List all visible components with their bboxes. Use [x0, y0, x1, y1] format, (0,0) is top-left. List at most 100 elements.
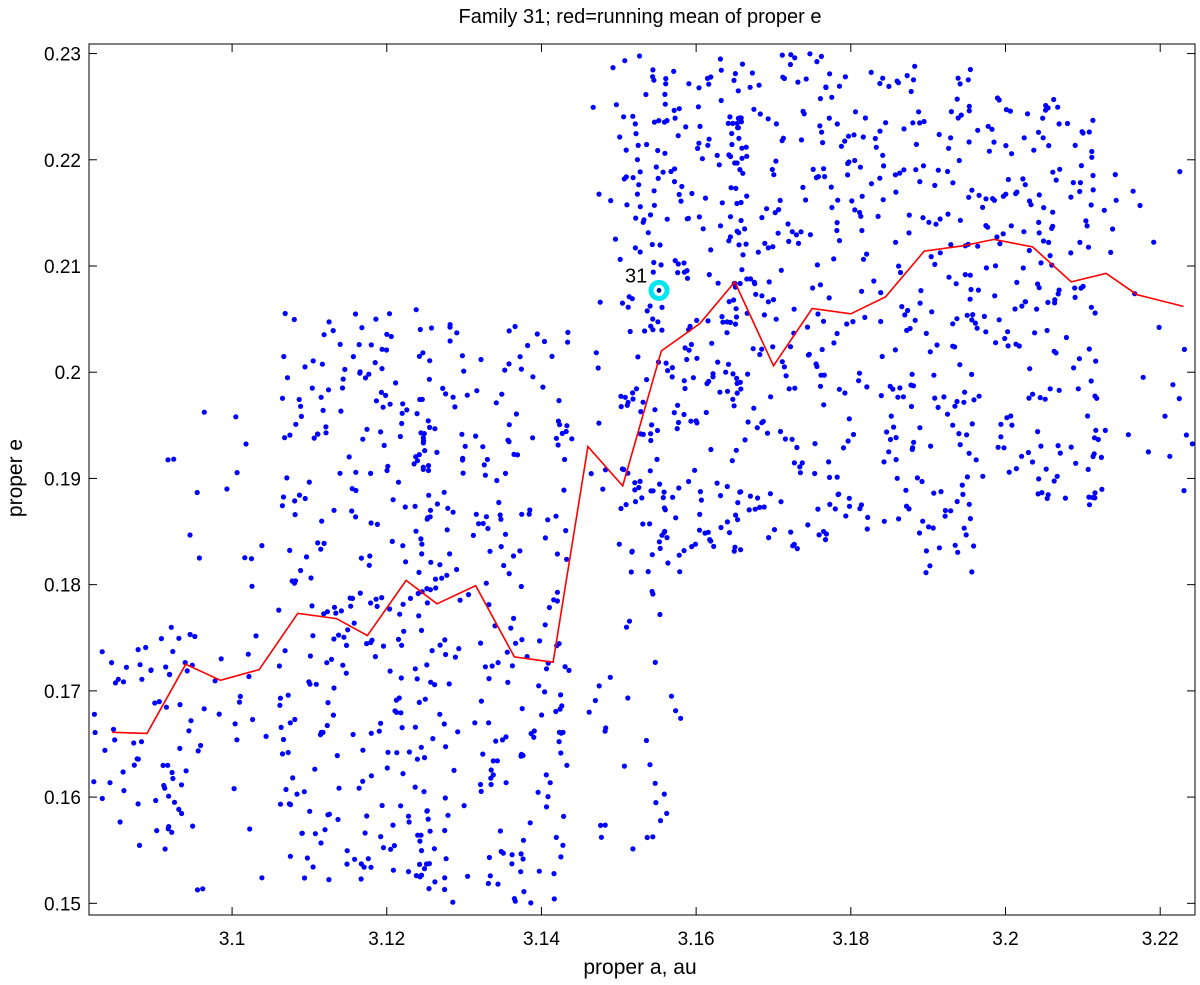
- scatter-point: [512, 323, 518, 330]
- scatter-point: [384, 467, 390, 474]
- scatter-points: [91, 51, 1195, 906]
- scatter-point: [319, 361, 325, 367]
- scatter-point: [682, 345, 688, 351]
- scatter-point: [1029, 459, 1036, 465]
- scatter-point: [287, 853, 293, 859]
- scatter-point: [754, 425, 760, 431]
- scatter-point: [745, 371, 751, 377]
- scatter-point: [1102, 427, 1108, 433]
- highlight-point: [656, 288, 662, 293]
- scatter-point: [536, 868, 542, 874]
- scatter-point: [937, 250, 943, 256]
- scatter-point: [465, 873, 471, 879]
- scatter-point: [919, 478, 925, 485]
- scatter-point: [697, 489, 704, 495]
- scatter-point: [325, 700, 331, 706]
- scatter-point: [933, 221, 939, 227]
- scatter-point: [99, 649, 105, 655]
- scatter-point: [1170, 382, 1176, 388]
- scatter-point: [966, 194, 972, 200]
- scatter-point: [963, 532, 969, 538]
- scatter-point: [780, 135, 787, 141]
- scatter-point: [989, 126, 995, 132]
- scatter-point: [201, 706, 207, 712]
- scatter-point: [675, 419, 682, 426]
- scatter-point: [497, 512, 503, 518]
- scatter-point: [163, 704, 169, 710]
- scatter-point: [964, 312, 970, 318]
- scatter-point: [893, 457, 899, 463]
- scatter-point: [259, 543, 265, 549]
- scatter-point: [663, 360, 669, 366]
- scatter-point: [871, 278, 877, 284]
- scatter-point: [651, 202, 658, 208]
- scatter-point: [980, 473, 986, 479]
- scatter-point: [932, 261, 938, 267]
- scatter-point: [1084, 223, 1090, 229]
- scatter-point: [1002, 335, 1008, 342]
- scatter-point: [956, 431, 962, 437]
- scatter-point: [292, 511, 298, 518]
- scatter-point: [746, 507, 752, 513]
- scatter-point: [401, 628, 407, 634]
- scatter-point: [948, 135, 954, 141]
- scatter-point: [1183, 432, 1189, 438]
- scatter-point: [326, 811, 332, 817]
- scatter-point: [412, 503, 418, 509]
- scatter-point: [616, 541, 622, 547]
- scatter-point: [1050, 169, 1056, 175]
- scatter-point: [778, 499, 784, 505]
- scatter-point: [813, 175, 820, 181]
- scatter-point: [417, 874, 423, 880]
- scatter-point: [569, 436, 575, 442]
- scatter-point: [480, 751, 486, 757]
- scatter-point: [966, 139, 972, 145]
- scatter-point: [399, 420, 405, 427]
- scatter-point: [1076, 356, 1082, 362]
- scatter-point: [726, 299, 732, 305]
- scatter-point: [818, 372, 824, 378]
- scatter-point: [424, 808, 430, 814]
- scatter-point: [931, 490, 937, 496]
- scatter-point: [405, 813, 412, 819]
- scatter-point: [1057, 450, 1063, 456]
- scatter-point: [960, 491, 966, 497]
- scatter-point: [672, 258, 678, 264]
- scatter-point: [725, 361, 732, 367]
- scatter-point: [565, 329, 571, 335]
- scatter-point: [653, 164, 659, 170]
- scatter-point: [196, 555, 202, 561]
- scatter-point: [1032, 330, 1038, 336]
- scatter-point: [547, 780, 553, 786]
- scatter-point: [427, 828, 433, 834]
- scatter-point: [969, 569, 975, 575]
- scatter-point: [974, 325, 980, 331]
- scatter-point: [673, 708, 679, 714]
- scatter-point: [170, 648, 176, 655]
- scatter-point: [1112, 172, 1118, 178]
- scatter-point: [542, 535, 549, 541]
- scatter-point: [887, 436, 894, 443]
- scatter-point: [420, 435, 426, 441]
- scatter-point: [887, 383, 893, 389]
- scatter-point: [539, 712, 545, 718]
- scatter-point: [705, 142, 711, 148]
- scatter-point: [198, 742, 204, 749]
- scatter-point: [814, 363, 820, 370]
- scatter-point: [184, 668, 190, 674]
- scatter-point: [509, 663, 515, 669]
- scatter-point: [998, 421, 1004, 427]
- scatter-point: [647, 468, 653, 474]
- scatter-point: [482, 472, 488, 478]
- scatter-point: [530, 435, 536, 441]
- scatter-point: [312, 831, 318, 837]
- scatter-point: [652, 407, 658, 413]
- scatter-point: [564, 423, 570, 429]
- scatter-point: [706, 81, 712, 87]
- scatter-point: [645, 230, 651, 236]
- scatter-point: [407, 595, 414, 602]
- scatter-point: [995, 444, 1001, 450]
- scatter-point: [954, 398, 960, 405]
- scatter-point: [695, 104, 702, 110]
- scatter-point: [650, 67, 656, 73]
